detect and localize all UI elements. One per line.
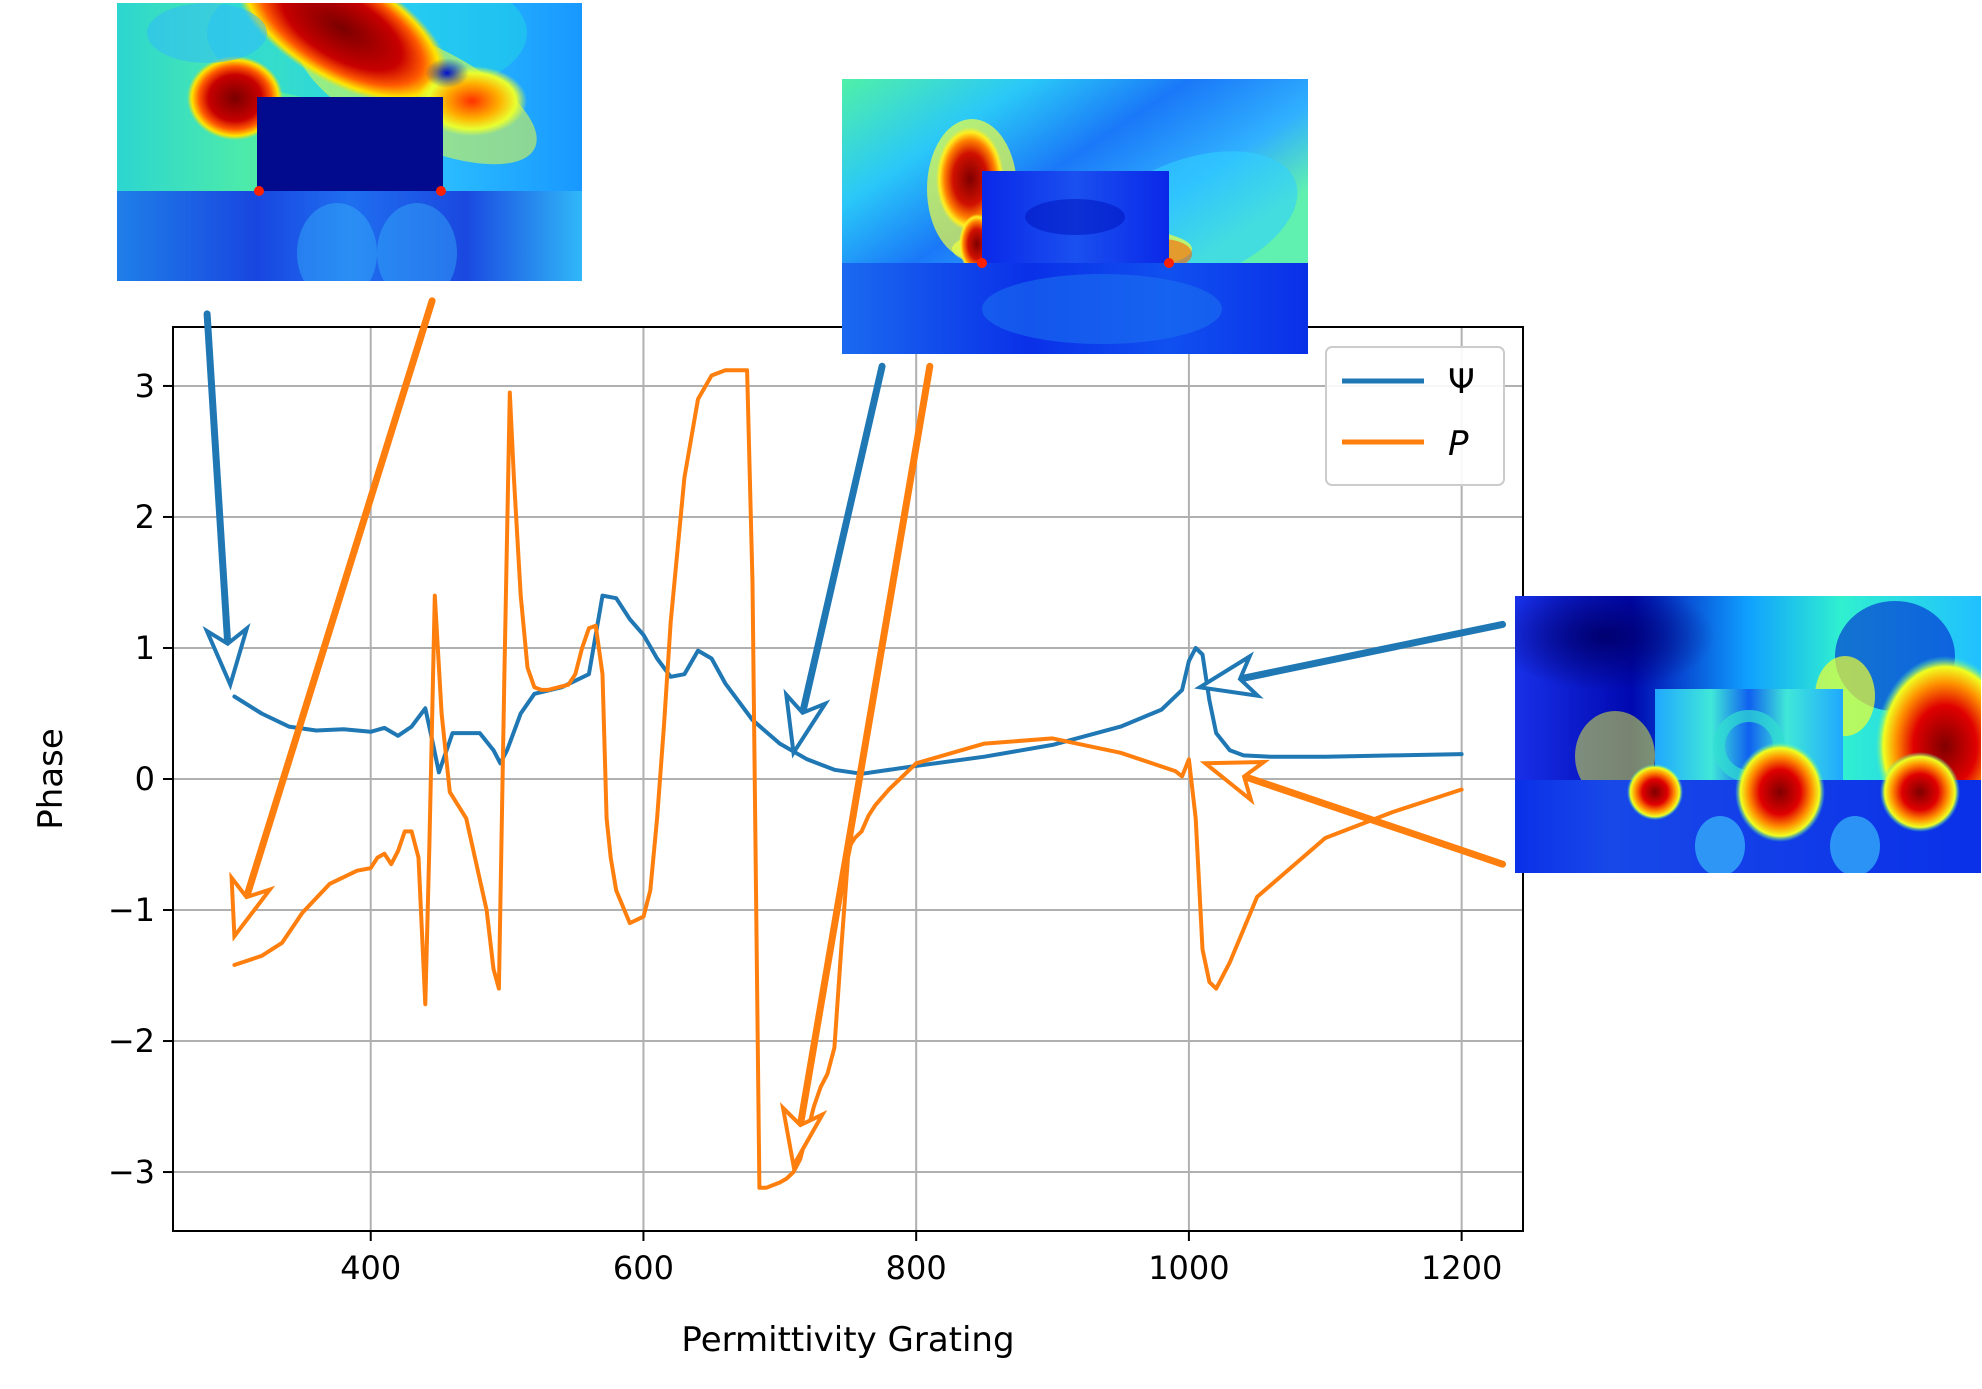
legend: Ψ P <box>1325 346 1505 486</box>
field-map-inset-3 <box>1515 596 1981 873</box>
y-axis-label: Phase <box>31 728 71 830</box>
x-tick-label: 1000 <box>1148 1249 1229 1287</box>
annotation-arrow <box>779 362 934 1172</box>
ticks: 400 600 800 1000 1200 −3 −2 −1 0 1 2 3 <box>108 367 1503 1287</box>
annotation-arrows <box>202 297 1507 1172</box>
x-tick-label: 800 <box>886 1249 947 1287</box>
x-tick-label: 400 <box>340 1249 401 1287</box>
annotation-arrow <box>783 362 886 759</box>
annotation-arrow <box>1199 759 1507 868</box>
y-tick-label: 0 <box>135 760 155 798</box>
y-tick-label: −2 <box>108 1022 155 1060</box>
series-layer <box>232 368 1464 1190</box>
legend-label-psi: Ψ <box>1448 362 1475 402</box>
annotation-arrow <box>1194 620 1507 699</box>
y-tick-label: −1 <box>108 891 155 929</box>
legend-label-p: P <box>1448 424 1469 464</box>
annotation-arrow <box>229 297 436 942</box>
legend-frame <box>1325 346 1505 486</box>
field-map-inset-2 <box>842 79 1308 354</box>
y-tick-label: 2 <box>135 498 155 536</box>
x-axis-label: Permittivity Grating <box>681 1320 1014 1360</box>
series-line-psi <box>232 593 1464 776</box>
y-tick-label: −3 <box>108 1153 155 1191</box>
field-map-inset-1 <box>117 3 582 281</box>
x-tick-label: 600 <box>613 1249 674 1287</box>
series-line-p <box>232 368 1464 1190</box>
y-tick-label: 3 <box>135 367 155 405</box>
x-tick-label: 1200 <box>1421 1249 1502 1287</box>
annotation-arrow <box>202 310 251 691</box>
y-tick-label: 1 <box>135 629 155 667</box>
plot-area: 400 600 800 1000 1200 −3 −2 −1 0 1 2 3 Permittivity… <box>31 326 1524 1360</box>
